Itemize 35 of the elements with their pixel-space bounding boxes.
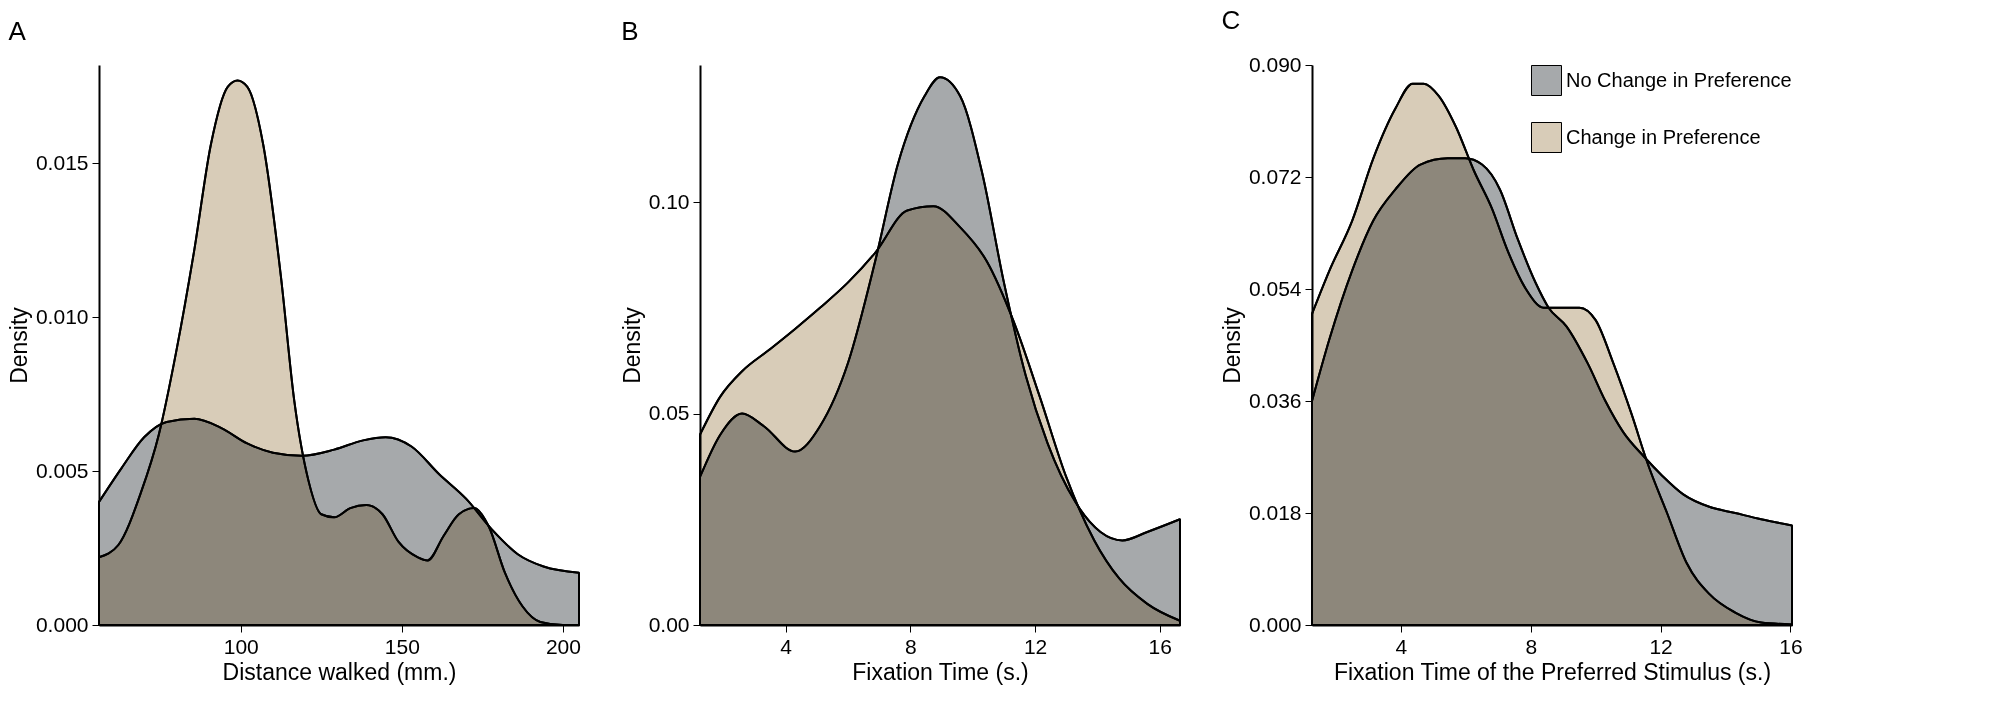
chart-title: C [1221,5,1241,35]
x-tick-label: 16 [1779,634,1803,658]
y-tick-label: 0.000 [1248,612,1302,636]
chart-title: A [8,16,27,46]
y-axis-title: Density [5,306,32,384]
x-tick-label: 100 [223,634,259,658]
y-tick-label: 0.00 [648,612,690,636]
y-axis-title: Density [1218,306,1245,384]
y-tick-label: 0.015 [35,150,89,174]
y-tick-label: 0.072 [1248,164,1302,188]
x-tick-label: 150 [384,634,420,658]
y-tick-label: 0.10 [648,189,690,213]
x-tick-label: 12 [1649,634,1673,658]
x-tick-label: 12 [1023,634,1048,658]
legend-label: Change in Preference [1566,125,1761,148]
y-tick-label: 0.018 [1248,500,1302,524]
y-tick-label: 0.036 [1248,388,1302,412]
legend-label: No Change in Preference [1566,68,1792,91]
y-tick-label: 0.010 [35,304,89,328]
x-axis-title: Fixation Time of the Preferred Stimulus (s.) [1333,658,1772,685]
y-tick-label: 0.005 [35,458,89,482]
x-tick-label: 8 [1525,634,1538,658]
x-tick-label: 4 [1395,634,1408,658]
chart-title: B [621,16,639,46]
x-tick-label: 4 [780,634,793,658]
y-tick-label: 0.05 [648,401,690,425]
y-axis-title: Density [618,306,645,384]
x-tick-label: 8 [905,634,917,658]
y-tick-label: 0.000 [35,612,89,636]
x-axis-title: Distance walked (mm.) [222,658,457,685]
x-tick-label: 16 [1148,634,1172,658]
y-tick-label: 0.054 [1248,276,1302,300]
x-axis-title: Fixation Time (s.) [852,658,1029,685]
y-tick-label: 0.090 [1248,52,1302,76]
x-tick-label: 200 [545,634,581,658]
